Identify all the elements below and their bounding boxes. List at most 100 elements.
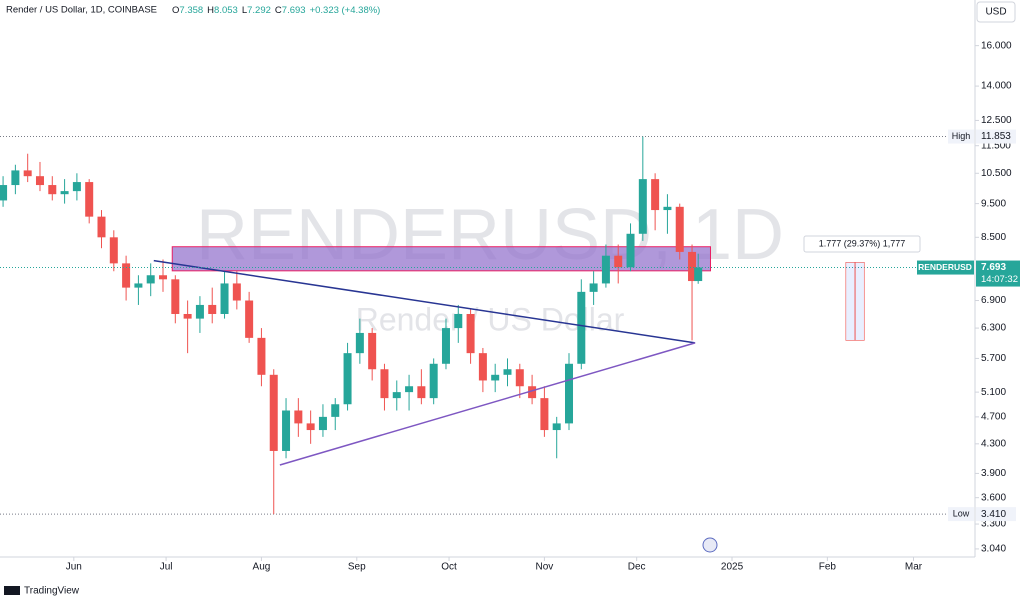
candle-body [195, 304, 204, 319]
y-tick-label: 9.500 [981, 198, 1006, 209]
candle-body [220, 283, 229, 314]
candle-body [134, 283, 143, 288]
candle-body [503, 369, 512, 375]
y-tick-label: 8.500 [981, 232, 1006, 243]
y-tick-label: 3.600 [981, 492, 1006, 503]
candle-body [318, 416, 327, 431]
candle-body [48, 185, 57, 195]
candle-body [694, 267, 703, 282]
low-value-box [976, 507, 1016, 522]
candle-body [614, 255, 623, 268]
y-tick-label: 5.100 [981, 387, 1006, 398]
candle-body [331, 404, 340, 417]
ohlc-prefix: C [275, 5, 282, 16]
candle-body [626, 233, 635, 268]
price-tag-value: 7.693 [981, 262, 1006, 273]
candle-body [454, 313, 463, 329]
candle-body [343, 353, 352, 405]
candle-body [183, 313, 192, 319]
high-tag-label: High [952, 131, 971, 141]
candle-body [405, 386, 414, 393]
candle-body [257, 337, 266, 375]
x-tick-label: Nov [536, 562, 554, 573]
candle-body [540, 398, 549, 431]
high-tag [948, 129, 974, 144]
y-tick-label: 16.000 [981, 40, 1012, 51]
candle-body [380, 369, 389, 399]
candle-body [638, 179, 647, 234]
y-tick-label: 3.300 [981, 519, 1006, 530]
symbol-tag-label: RENDERUSD [918, 262, 972, 272]
candle-body [0, 185, 8, 201]
x-tick-label: Oct [441, 562, 457, 573]
ohlc-prefix: L [242, 5, 247, 16]
ohlc-value: 7.358 [179, 5, 203, 16]
y-tick-label: 6.300 [981, 323, 1006, 334]
candle-body [565, 363, 574, 424]
candle-body [589, 283, 598, 292]
y-tick-label: 6.900 [981, 295, 1006, 306]
candle-body [245, 300, 254, 338]
candle-body [515, 369, 524, 387]
logo-icon [4, 586, 20, 595]
high-value-box [976, 129, 1016, 144]
y-tick-label: 3.900 [981, 468, 1006, 479]
candle-body [478, 353, 487, 381]
candle-body [368, 332, 377, 370]
currency-button[interactable] [976, 1, 1016, 23]
candle-body [171, 279, 180, 314]
candle-body [23, 170, 32, 177]
candle-body [417, 386, 426, 399]
symbol-info: Render / US Dollar, 1D, COINBASE [6, 5, 157, 16]
logo: TradingView [24, 586, 80, 597]
change: +0.323 (+4.38%) [310, 5, 381, 16]
x-tick-label: Mar [905, 562, 923, 573]
currency: USD [985, 7, 1006, 18]
plot-layer [0, 136, 975, 515]
candle-body [60, 191, 69, 195]
countdown: 14:07:32 [981, 274, 1018, 285]
event-icon[interactable] [702, 537, 718, 553]
candle-body [97, 216, 106, 238]
ohlc-prefix: O [172, 5, 179, 16]
candle-body [208, 304, 217, 314]
candle-body [109, 237, 118, 264]
ohlc-header: O7.358 H8.053 L7.292 C7.693 +0.323 (+4.38%) [172, 5, 380, 16]
candle-body [675, 206, 684, 252]
candle-body [282, 410, 291, 451]
high-value: 11.853 [981, 131, 1011, 142]
y-tick-label: 12.500 [981, 115, 1012, 126]
x-tick-label: Dec [628, 562, 646, 573]
y-tick-label: 4.300 [981, 438, 1006, 449]
y-tick-label: 3.040 [981, 544, 1006, 555]
candle-body [577, 291, 586, 364]
y-tick-label: 11.500 [981, 140, 1011, 151]
candle-body [85, 182, 94, 217]
candle-body [392, 392, 401, 399]
y-tick-label: 10.500 [981, 168, 1012, 179]
candle-body [35, 176, 44, 186]
x-tick-label: Sep [348, 562, 366, 573]
candle-body [491, 374, 500, 381]
candle-body [269, 374, 278, 451]
candle-body [441, 328, 450, 364]
candle-body [11, 170, 20, 186]
candle-body [466, 313, 475, 354]
low-tag-label: Low [953, 508, 970, 518]
y-tick-label: 14.000 [981, 81, 1012, 92]
ohlc-value: 8.053 [214, 5, 238, 16]
candle-body [232, 283, 241, 301]
x-tick-label: Jun [66, 562, 82, 573]
measure-label: 1.777 (29.37%) 1,777 [819, 238, 906, 248]
ohlc-value: 7.693 [282, 5, 306, 16]
candle-body [306, 423, 315, 431]
candle-body [72, 182, 81, 192]
x-tick-label: Jul [160, 562, 173, 573]
trendline [153, 259, 696, 344]
low-tag [948, 507, 974, 522]
candle-body [663, 206, 672, 211]
candle-body [429, 363, 438, 399]
